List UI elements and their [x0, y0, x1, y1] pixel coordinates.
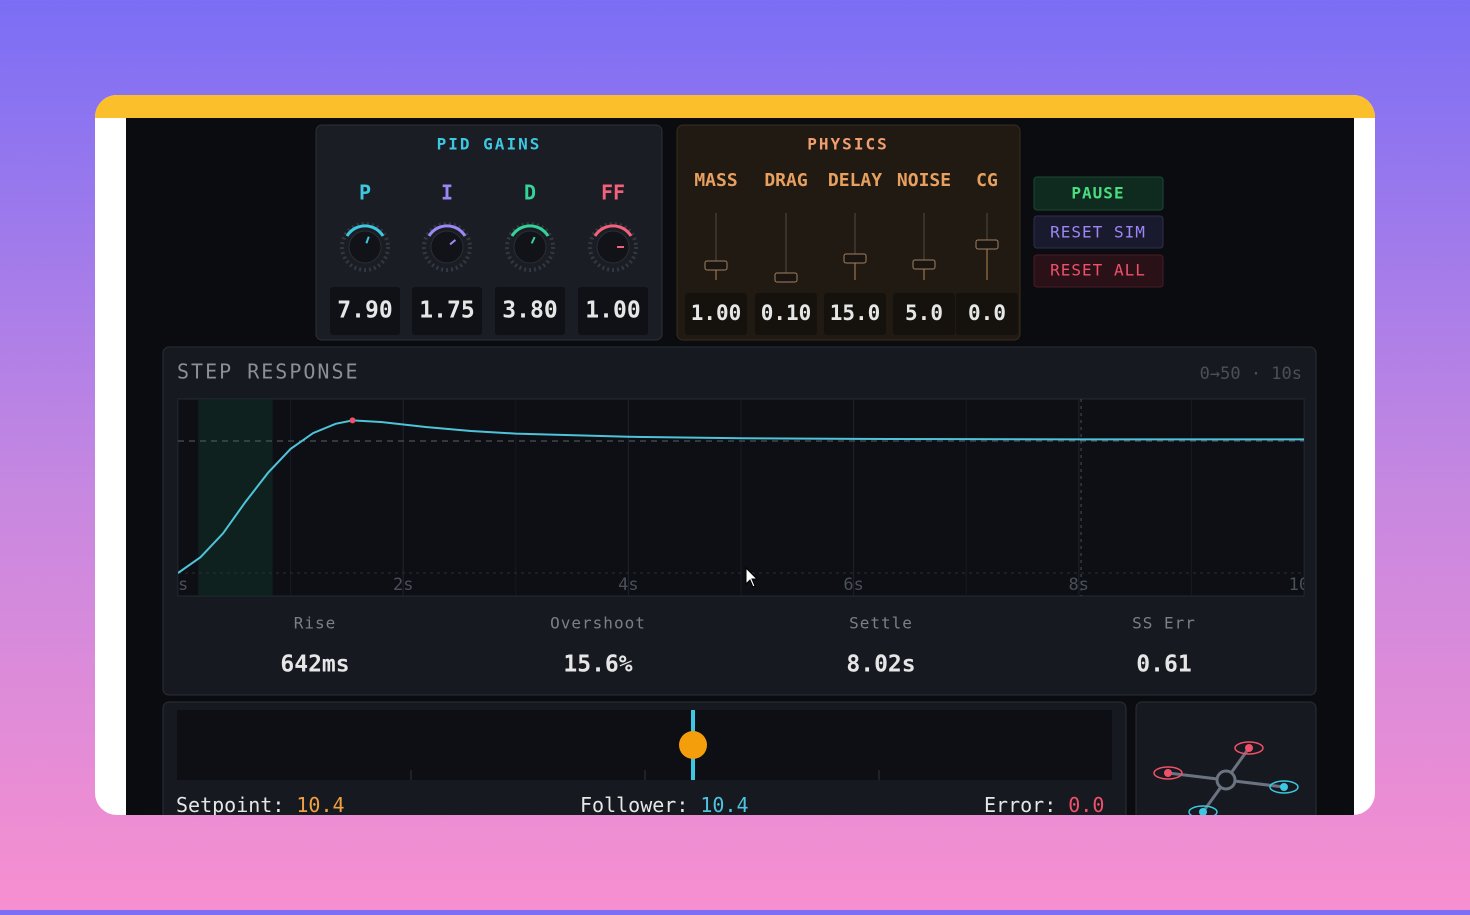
physics-panel	[676, 124, 1021, 341]
gain-value: 3.80	[502, 298, 557, 324]
gain-value: 1.00	[585, 298, 640, 324]
reset-all-button[interactable]	[1033, 254, 1164, 288]
x-tick-label: 2s	[393, 575, 413, 595]
top-bar	[95, 95, 1375, 118]
setpoint-ball	[679, 731, 707, 759]
step-title: STEP RESPONSE	[177, 360, 360, 384]
pid-panel	[315, 124, 663, 341]
gain-label: D	[524, 181, 536, 205]
gain-label: FF	[601, 181, 625, 205]
stat-label: Overshoot	[550, 614, 646, 633]
value-box	[412, 287, 482, 335]
x-tick-label: 6s	[843, 575, 863, 595]
stat-label: Rise	[294, 614, 337, 633]
drone-panel	[1135, 701, 1317, 815]
gain-value: 7.90	[337, 298, 392, 324]
value-box	[755, 293, 817, 335]
rise-band	[198, 399, 273, 596]
knob-arc	[593, 224, 633, 237]
pid-title: PID GAINS	[437, 135, 542, 154]
physics-title: PHYSICS	[807, 135, 888, 154]
knob-arc	[345, 224, 385, 237]
knob	[513, 230, 547, 264]
setpoint-value: 10.4	[296, 793, 344, 817]
param-label: CG	[976, 170, 998, 191]
slider-thumb	[912, 259, 936, 270]
value-box	[824, 293, 886, 335]
stat-value: 0.61	[1136, 652, 1191, 678]
stat-label: Settle	[849, 614, 913, 633]
response-line	[178, 419, 1304, 574]
gain-label: P	[359, 181, 371, 205]
error-label: Error:	[984, 793, 1056, 817]
value-box	[893, 293, 955, 335]
stat-label: SS Err	[1132, 614, 1196, 633]
follower-text: Follower: 10.4	[580, 793, 749, 817]
reset-all-label[interactable]: RESET ALL	[1050, 261, 1146, 280]
param-label: DELAY	[828, 170, 882, 191]
reset-sim-button[interactable]	[1033, 215, 1164, 249]
step-info: 0→50 · 10s	[1200, 364, 1302, 384]
error-value: 0.0	[1068, 793, 1104, 817]
slider-thumb	[704, 260, 728, 271]
knob-arc	[427, 224, 467, 237]
param-value: 5.0	[905, 301, 943, 325]
follower-track	[177, 710, 1112, 780]
follower-label: Follower:	[580, 793, 688, 817]
knob-pointer	[530, 236, 536, 244]
pause-label[interactable]: PAUSE	[1071, 184, 1124, 203]
x-tick-label: 0s	[168, 575, 188, 595]
drone-icon	[1153, 741, 1299, 815]
value-box	[685, 293, 747, 335]
param-value: 1.00	[691, 301, 742, 325]
param-label: DRAG	[764, 170, 807, 191]
knob-ring	[340, 222, 390, 272]
pause-button[interactable]	[1033, 176, 1164, 211]
knob-pointer	[365, 236, 370, 244]
gain-label: I	[441, 181, 453, 205]
param-value: 0.0	[968, 301, 1006, 325]
param-label: NOISE	[897, 170, 951, 191]
error-text: Error: 0.0	[984, 793, 1104, 817]
cursor	[745, 566, 759, 588]
slider-thumb	[975, 239, 999, 250]
knob	[430, 230, 464, 264]
slider-thumb	[774, 272, 798, 283]
knob	[348, 230, 382, 264]
setpoint-label: Setpoint:	[176, 793, 284, 817]
x-tick-label: 8s	[1069, 575, 1089, 595]
setpoint-text: Setpoint: 10.4	[176, 793, 345, 817]
param-label: MASS	[694, 170, 737, 191]
x-tick-label: 4s	[618, 575, 638, 595]
param-value: 0.10	[761, 301, 812, 325]
param-value: 15.0	[830, 301, 881, 325]
value-box	[330, 287, 400, 335]
stat-value: 8.02s	[846, 652, 915, 678]
knob-ring	[505, 222, 555, 272]
knob-pointer	[449, 239, 457, 246]
knob-ring	[588, 222, 638, 272]
gain-value: 1.75	[419, 298, 474, 324]
knob-arc	[510, 224, 550, 237]
slider-thumb	[843, 253, 867, 264]
peak-marker	[349, 417, 356, 424]
stat-value: 642ms	[280, 652, 349, 678]
knob	[596, 230, 630, 264]
x-tick-label: 10s	[1289, 575, 1320, 595]
value-box	[495, 287, 565, 335]
value-box	[956, 293, 1018, 335]
reset-sim-label[interactable]: RESET SIM	[1050, 223, 1146, 242]
value-box	[578, 287, 648, 335]
knob-ring	[422, 222, 472, 272]
follower-value: 10.4	[700, 793, 748, 817]
stat-value: 15.6%	[563, 652, 632, 678]
